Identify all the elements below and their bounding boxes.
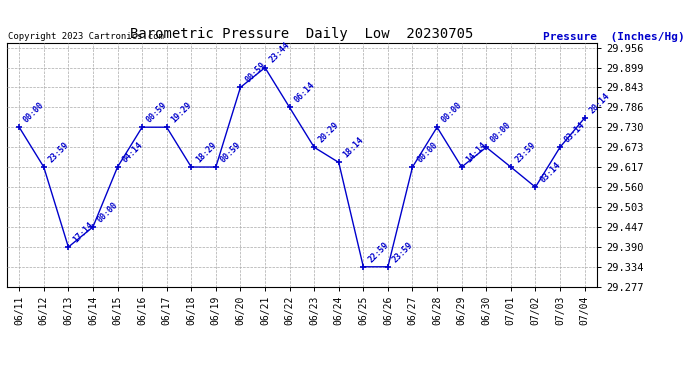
Text: 23:59: 23:59 (46, 140, 70, 164)
Text: 03:14: 03:14 (563, 120, 586, 144)
Text: 00:00: 00:00 (440, 100, 464, 124)
Text: 00:59: 00:59 (145, 100, 169, 124)
Text: Pressure  (Inches/Hg): Pressure (Inches/Hg) (544, 32, 685, 42)
Text: 20:29: 20:29 (317, 120, 341, 144)
Text: 00:00: 00:00 (96, 200, 120, 224)
Text: 04:14: 04:14 (120, 140, 144, 164)
Text: 20:14: 20:14 (587, 91, 611, 115)
Text: Copyright 2023 Cartronics.com: Copyright 2023 Cartronics.com (8, 32, 164, 41)
Text: 14:14: 14:14 (464, 140, 489, 164)
Text: 22:59: 22:59 (366, 240, 390, 264)
Text: 23:44: 23:44 (268, 41, 292, 65)
Text: 03:14: 03:14 (538, 160, 562, 184)
Text: 23:59: 23:59 (391, 240, 415, 264)
Text: 18:29: 18:29 (194, 140, 218, 164)
Text: 00:00: 00:00 (415, 140, 440, 164)
Text: 00:00: 00:00 (22, 100, 46, 124)
Text: 00:59: 00:59 (243, 60, 267, 85)
Text: 00:59: 00:59 (219, 140, 243, 164)
Text: 19:29: 19:29 (170, 100, 193, 124)
Text: 06:14: 06:14 (293, 81, 317, 105)
Text: 23:59: 23:59 (513, 140, 538, 164)
Text: 18:14: 18:14 (342, 136, 366, 160)
Text: 00:00: 00:00 (489, 120, 513, 144)
Title: Barometric Pressure  Daily  Low  20230705: Barometric Pressure Daily Low 20230705 (130, 27, 473, 40)
Text: 17:14: 17:14 (71, 220, 95, 244)
